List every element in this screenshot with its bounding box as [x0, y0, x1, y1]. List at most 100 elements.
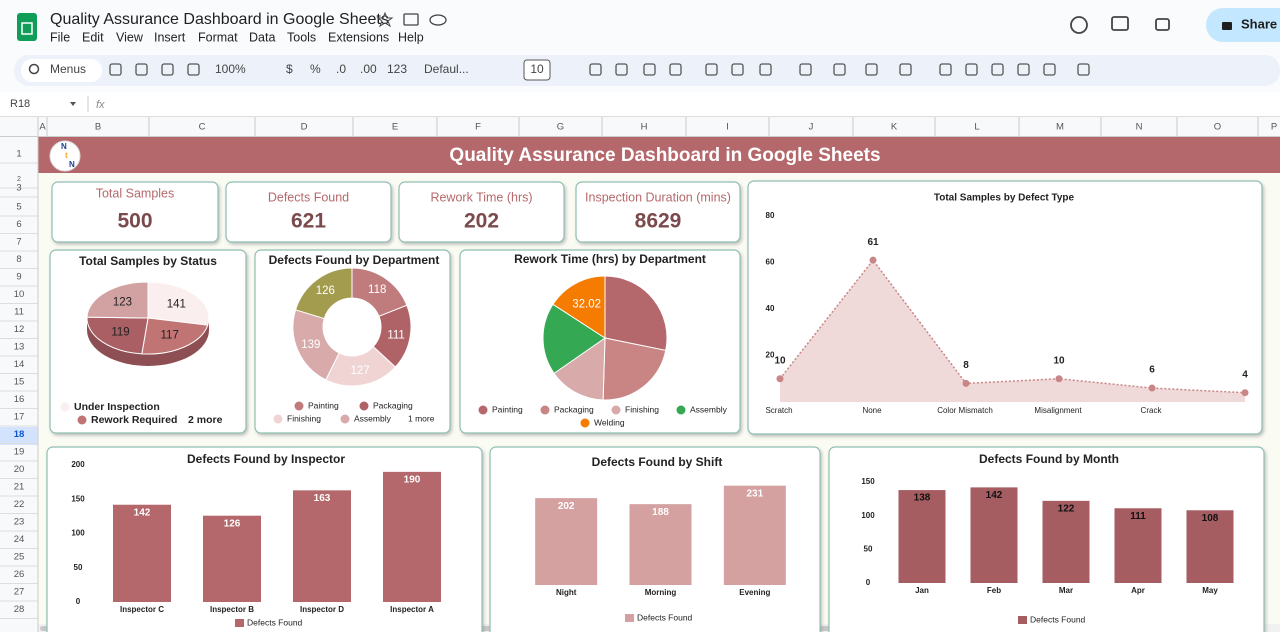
- slice-label: 126: [316, 285, 335, 297]
- row-header: 9: [16, 272, 21, 283]
- font-size-box[interactable]: [523, 59, 551, 81]
- legend-label: Painting: [492, 404, 523, 414]
- kpi-value: 500: [117, 210, 152, 233]
- toolbar-icon[interactable]: [161, 63, 174, 76]
- toolbar-icon[interactable]: [731, 63, 744, 76]
- bar: [113, 504, 171, 602]
- y-tick-label: 0: [866, 578, 871, 587]
- comment-icon[interactable]: [1111, 16, 1129, 31]
- share-label[interactable]: Share: [1241, 16, 1277, 31]
- bar: [1114, 508, 1162, 583]
- row-header: 6: [16, 219, 21, 230]
- cloud-icon[interactable]: [429, 14, 447, 26]
- data-label: 126: [224, 518, 241, 529]
- name-box-caret: [70, 102, 76, 106]
- toolbar-icon[interactable]: [669, 63, 682, 76]
- toolbar-icon[interactable]: [899, 63, 912, 76]
- column-header: F: [475, 122, 481, 133]
- toolbar-font-size[interactable]: 10: [530, 62, 544, 76]
- toolbar-decimal-increase[interactable]: .00: [360, 62, 377, 76]
- toolbar-icon[interactable]: [965, 63, 978, 76]
- data-label: 10: [1053, 355, 1065, 366]
- y-tick-label: 50: [864, 544, 873, 553]
- column-header: L: [974, 122, 979, 133]
- bar: [203, 515, 261, 602]
- menu-item[interactable]: View: [116, 30, 144, 44]
- y-tick-label: 100: [861, 511, 875, 520]
- data-label: 10: [774, 355, 786, 366]
- toolbar-icon[interactable]: [799, 63, 812, 76]
- legend-marker: [273, 414, 283, 424]
- toolbar-currency[interactable]: $: [286, 62, 293, 76]
- move-icon[interactable]: [403, 13, 419, 26]
- data-label: 163: [314, 493, 331, 504]
- menu-item[interactable]: Extensions: [328, 30, 389, 44]
- doc-title[interactable]: Quality Assurance Dashboard in Google Sh…: [50, 11, 389, 28]
- toolbar-icon[interactable]: [589, 63, 602, 76]
- point: [1148, 384, 1156, 392]
- column-header: M: [1056, 122, 1064, 133]
- toolbar-icon[interactable]: [865, 63, 878, 76]
- column-header-bar: [0, 117, 1280, 136]
- slice-label: 118: [368, 284, 386, 296]
- menu-item[interactable]: Data: [249, 30, 275, 44]
- menu-item[interactable]: Help: [398, 30, 424, 44]
- legend-marker: [1018, 616, 1027, 624]
- menu-item[interactable]: Tools: [287, 30, 316, 44]
- history-icon[interactable]: [1070, 16, 1088, 34]
- star-icon[interactable]: [376, 11, 394, 28]
- toolbar-icon[interactable]: [1077, 63, 1090, 76]
- legend-marker: [611, 405, 621, 415]
- toolbar-icon[interactable]: [643, 63, 656, 76]
- meet-icon[interactable]: [1155, 18, 1170, 31]
- legend-marker: [235, 619, 244, 627]
- fx-label: fx: [96, 99, 105, 111]
- data-label: 202: [558, 501, 575, 512]
- toolbar-icon[interactable]: [939, 63, 952, 76]
- sheets-logo[interactable]: [17, 13, 37, 41]
- toolbar-icon[interactable]: [991, 63, 1004, 76]
- x-tick-label: Evening: [739, 588, 770, 597]
- toolbar-number-format[interactable]: 123: [387, 62, 407, 76]
- toolbar-icon[interactable]: [759, 63, 772, 76]
- chart-title: Rework Time (hrs) by Department: [514, 252, 706, 266]
- menu-item[interactable]: Insert: [154, 30, 186, 44]
- point: [869, 256, 877, 264]
- toolbar-decimal-decrease[interactable]: .0: [336, 62, 346, 76]
- y-tick-label: 60: [766, 258, 775, 267]
- menu-search[interactable]: [21, 59, 102, 82]
- toolbar-icon[interactable]: [833, 63, 846, 76]
- x-tick-label: None: [862, 406, 882, 415]
- toolbar-font[interactable]: Defaul...: [424, 62, 469, 76]
- x-tick-label: Jan: [915, 586, 929, 595]
- row-header: 15: [14, 377, 25, 388]
- toolbar-icon[interactable]: [705, 63, 718, 76]
- toolbar-icon[interactable]: [187, 63, 200, 76]
- bar: [970, 487, 1018, 583]
- toolbar-icon[interactable]: [109, 63, 122, 76]
- menu-item[interactable]: Format: [198, 30, 238, 44]
- menu-item[interactable]: Edit: [82, 30, 104, 44]
- toolbar-icon[interactable]: [135, 63, 148, 76]
- data-label: 111: [1130, 511, 1146, 522]
- toolbar-icon[interactable]: [1043, 63, 1056, 76]
- legend-label: Defects Found: [637, 612, 693, 622]
- toolbar-search[interactable]: Menus: [50, 62, 86, 76]
- search-icon: [28, 63, 40, 75]
- toolbar-icon[interactable]: [615, 63, 628, 76]
- chart-title: Defects Found by Department: [269, 253, 440, 267]
- row-header: 18: [14, 429, 25, 440]
- legend-label: Rework Required: [91, 414, 177, 426]
- name-box: R18: [10, 98, 30, 110]
- column-header: K: [891, 122, 898, 133]
- bar: [898, 490, 946, 583]
- toolbar-zoom[interactable]: 100%: [215, 62, 246, 76]
- row-header: 2: [17, 176, 21, 183]
- legend-marker: [294, 401, 304, 411]
- menu-item[interactable]: File: [50, 30, 70, 44]
- x-tick-label: Feb: [987, 586, 1001, 595]
- toolbar-icon[interactable]: [1017, 63, 1030, 76]
- toolbar-percent[interactable]: %: [310, 62, 321, 76]
- data-label: 4: [1242, 369, 1248, 380]
- share-button[interactable]: [1206, 8, 1280, 42]
